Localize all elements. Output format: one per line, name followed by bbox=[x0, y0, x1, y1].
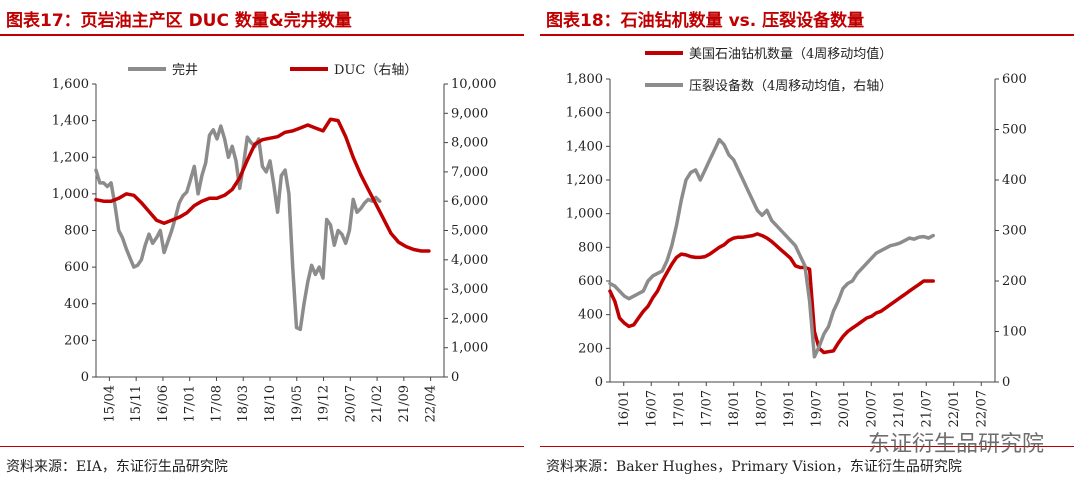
y-left-tick-label: 0 bbox=[81, 370, 89, 385]
source-note: 资料来源：Baker Hughes，Primary Vision，东证衍生品研究… bbox=[546, 459, 962, 475]
title-rule bbox=[540, 34, 1074, 36]
x-tick-label: 17/01 bbox=[183, 385, 198, 422]
x-tick-label: 19/07 bbox=[809, 390, 824, 427]
x-tick-label: 22/01 bbox=[947, 390, 962, 427]
x-tick-label: 21/01 bbox=[892, 390, 907, 427]
y-left-tick-label: 800 bbox=[578, 240, 603, 255]
x-tick-label: 17/07 bbox=[699, 390, 714, 427]
y-right-tick-label: 3,000 bbox=[451, 282, 488, 297]
x-tick-label: 20/01 bbox=[837, 390, 852, 427]
y-left-tick-label: 1,000 bbox=[566, 207, 603, 222]
y-left-tick-label: 200 bbox=[578, 341, 603, 356]
y-left-tick-label: 400 bbox=[578, 308, 603, 323]
x-tick-label: 20/07 bbox=[864, 390, 879, 427]
y-left-tick-label: 600 bbox=[64, 260, 89, 275]
title-rule bbox=[0, 34, 524, 36]
y-right-tick-label: 5,000 bbox=[451, 224, 488, 239]
x-tick-label: 15/04 bbox=[102, 385, 117, 422]
source-rule bbox=[0, 446, 524, 447]
legend-label: 完井 bbox=[172, 63, 198, 78]
x-tick-label: 19/01 bbox=[782, 390, 797, 427]
x-tick-label: 21/09 bbox=[397, 385, 412, 422]
x-tick-label: 17/08 bbox=[209, 385, 224, 422]
x-tick-label: 16/06 bbox=[156, 385, 171, 422]
y-right-tick-label: 9,000 bbox=[451, 106, 488, 121]
y-right-tick-label: 2,000 bbox=[451, 311, 488, 326]
x-tick-label: 18/10 bbox=[263, 385, 278, 422]
x-tick-label: 19/12 bbox=[317, 385, 332, 422]
y-right-tick-label: 0 bbox=[451, 370, 459, 385]
chart-title: 图表17：页岩油主产区 DUC 数量&完井数量 bbox=[6, 11, 352, 31]
legend-label: 美国石油钻机数量（4周移动均值） bbox=[689, 46, 892, 62]
x-tick-label: 15/11 bbox=[129, 385, 144, 422]
x-tick-label: 22/04 bbox=[424, 385, 439, 422]
y-left-tick-label: 800 bbox=[64, 224, 89, 239]
y-right-tick-label: 400 bbox=[1002, 173, 1027, 188]
x-tick-label: 16/01 bbox=[617, 390, 632, 427]
y-left-tick-label: 0 bbox=[595, 375, 603, 390]
rig-frac-chart: 02004006008001,0001,2001,4001,6001,80001… bbox=[566, 46, 1027, 427]
y-right-tick-label: 100 bbox=[1002, 325, 1027, 340]
x-tick-label: 18/03 bbox=[236, 385, 251, 422]
x-tick-label: 20/07 bbox=[343, 385, 358, 422]
x-tick-label: 22/07 bbox=[974, 390, 989, 427]
y-left-tick-label: 1,400 bbox=[52, 114, 89, 129]
y-right-tick-label: 200 bbox=[1002, 274, 1027, 289]
series-line-2 bbox=[608, 137, 935, 359]
y-left-tick-label: 400 bbox=[64, 297, 89, 312]
y-left-tick-label: 1,200 bbox=[52, 150, 89, 165]
y-right-tick-label: 0 bbox=[1002, 375, 1010, 390]
x-tick-label: 18/01 bbox=[727, 390, 742, 427]
y-left-tick-label: 1,400 bbox=[566, 139, 603, 154]
y-right-tick-label: 600 bbox=[1002, 72, 1027, 87]
chart-panel-duc: 图表17：页岩油主产区 DUC 数量&完井数量 0 200 400 600 800 1,0… bbox=[0, 0, 530, 493]
source-rule bbox=[540, 446, 1074, 447]
legend-label: 压裂设备数（4周移动均值，右轴） bbox=[689, 78, 892, 94]
chart-panel-rigs: 图表18：石油钻机数量 vs. 压裂设备数量 0 200 400 600 800 1,00… bbox=[540, 0, 1080, 493]
x-tick-label: 19/05 bbox=[290, 385, 305, 422]
watermark: 东证衍生品研究院 bbox=[867, 432, 1044, 457]
y-left-tick-label: 1,800 bbox=[566, 72, 603, 87]
y-right-tick-label: 500 bbox=[1002, 123, 1027, 138]
duc-chart: 0 200 400 600 800 1,000 1,200 1,400 1,600 0 1,000 2… bbox=[52, 63, 497, 422]
source-note: 资料来源：EIA，东证衍生品研究院 bbox=[6, 459, 228, 475]
y-left-tick-label: 1,200 bbox=[566, 173, 603, 188]
y-left-tick-label: 1,600 bbox=[52, 77, 89, 92]
y-right-tick-label: 6,000 bbox=[451, 194, 488, 209]
series-line-1 bbox=[94, 124, 382, 332]
y-right-tick-label: 4,000 bbox=[451, 253, 488, 268]
y-left-tick-label: 200 bbox=[64, 333, 89, 348]
chart-title: 图表18：石油钻机数量 vs. 压裂设备数量 bbox=[546, 11, 865, 31]
series-line-1 bbox=[608, 232, 935, 355]
x-tick-label: 16/07 bbox=[644, 390, 659, 427]
y-right-tick-label: 10,000 bbox=[451, 77, 497, 92]
y-left-tick-label: 1,600 bbox=[566, 106, 603, 121]
y-left-tick-label: 1,000 bbox=[52, 187, 89, 202]
y-left-tick-label: 600 bbox=[578, 274, 603, 289]
y-right-tick-label: 1,000 bbox=[451, 341, 488, 356]
y-right-tick-label: 8,000 bbox=[451, 136, 488, 151]
x-tick-label: 21/02 bbox=[370, 385, 385, 422]
y-right-tick-label: 300 bbox=[1002, 224, 1027, 239]
x-tick-label: 17/01 bbox=[672, 390, 687, 427]
legend-label: DUC（右轴） bbox=[334, 63, 417, 78]
y-right-tick-label: 7,000 bbox=[451, 165, 488, 180]
x-tick-label: 21/07 bbox=[919, 390, 934, 427]
series-line-2 bbox=[94, 117, 431, 253]
x-tick-label: 18/07 bbox=[754, 390, 769, 427]
